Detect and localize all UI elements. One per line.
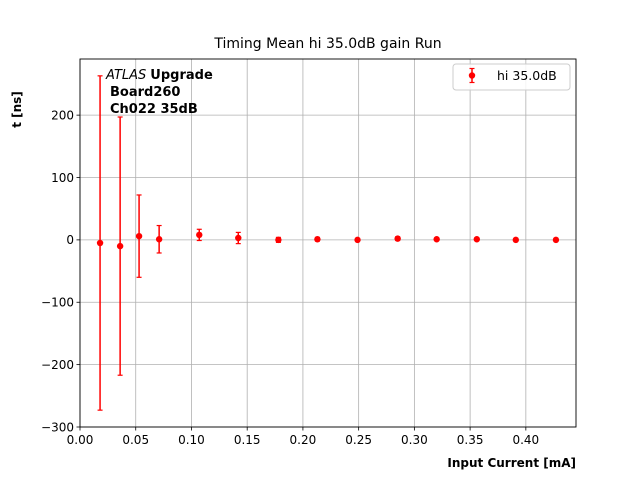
data-point [314,236,321,243]
x-tick-label: 0.20 [290,433,317,447]
data-marker [433,236,440,243]
x-tick-label: 0.15 [234,433,261,447]
x-tick-label: 0.00 [67,433,94,447]
data-marker [135,232,143,240]
data-marker [354,236,361,244]
data-point [433,236,440,243]
legend-point [468,72,476,79]
y-tick-label: −300 [41,420,74,434]
y-tick-label: 200 [51,108,74,122]
atlas-annotation: ATLAS Upgrade Board260 Ch022 35dB [105,68,213,117]
y-axis-label: t [ns] [10,91,24,128]
y-tick-label: 0 [66,233,74,247]
data-point [135,194,143,278]
x-tick-label: 0.35 [457,433,484,447]
atlas-label-line: ATLAS Upgrade [105,68,213,83]
x-axis-label: Input Current [mA] [447,456,576,470]
legend-marker [468,67,476,84]
data-point [275,236,282,244]
data-point [552,236,560,244]
data-point [473,236,480,243]
data-point [196,228,203,242]
data-marker [512,236,520,244]
data-point [235,231,242,245]
x-tick-label: 0.25 [345,433,372,447]
data-point [354,236,361,244]
data-marker [394,235,401,242]
data-point [116,116,124,376]
channel-label: Ch022 35dB [110,102,198,117]
data-point [512,236,520,244]
x-tick-label: 0.30 [401,433,428,447]
legend-label: hi 35.0dB [497,68,557,83]
y-tick-label: −100 [41,296,74,310]
data-point [155,224,163,254]
data-point [394,235,401,242]
data-marker [275,236,282,244]
axis-ticks: 0.00 0.05 0.10 0.15 0.20 0.25 0.30 0.35 0.40 −300… [41,108,539,447]
upgrade-label: Upgrade [150,68,213,83]
data-marker [116,242,124,250]
data-marker [473,236,480,243]
data-point [96,75,104,411]
atlas-label: ATLAS [105,68,146,83]
data-marker [96,239,104,247]
data-marker [314,236,321,243]
data-marker [155,236,163,243]
board-label: Board260 [110,85,180,100]
x-tick-label: 0.05 [122,433,149,447]
data-series [96,75,560,411]
x-tick-label: 0.10 [178,433,205,447]
y-tick-label: −200 [41,358,74,372]
plot-frame [79,58,577,428]
chart-title: Timing Mean hi 35.0dB gain Run [213,36,441,52]
x-tick-label: 0.40 [512,433,539,447]
data-marker [196,231,203,239]
data-marker [235,234,242,242]
legend-box [452,63,571,91]
y-tick-label: 100 [51,171,74,185]
data-marker [552,236,560,244]
legend: hi 35.0dB [452,63,571,91]
